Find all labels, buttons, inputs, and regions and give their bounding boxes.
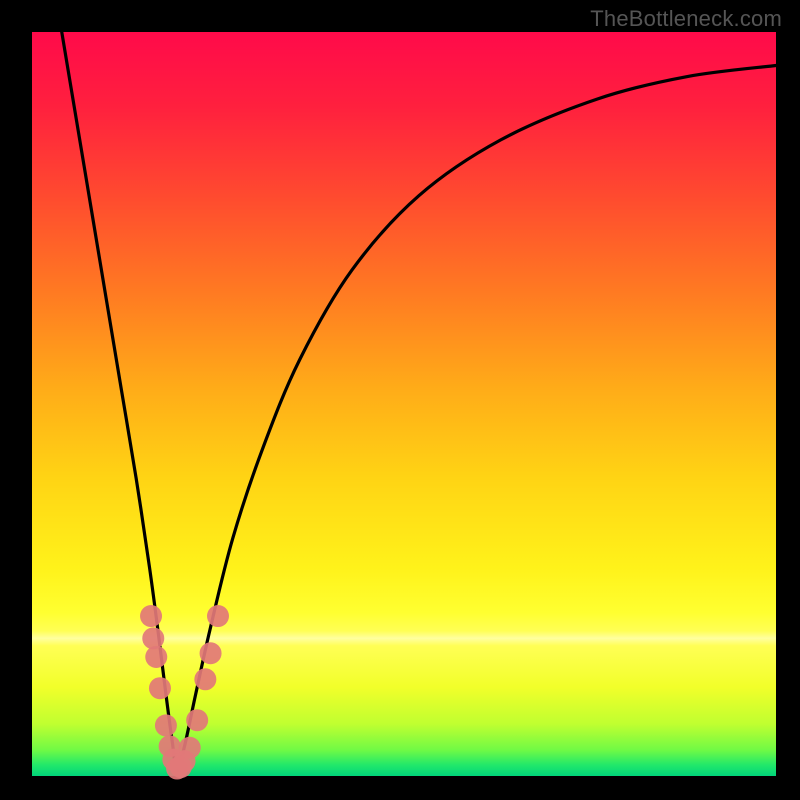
bottleneck-chart <box>0 0 800 800</box>
data-marker <box>155 714 177 736</box>
data-marker <box>140 605 162 627</box>
data-marker <box>207 605 229 627</box>
data-marker <box>145 646 167 668</box>
data-marker <box>142 627 164 649</box>
data-marker <box>200 642 222 664</box>
plot-background <box>32 32 776 776</box>
data-marker <box>179 737 201 759</box>
data-marker <box>186 709 208 731</box>
data-marker <box>194 668 216 690</box>
chart-container: { "meta": { "watermark_text": "TheBottle… <box>0 0 800 800</box>
data-marker <box>149 677 171 699</box>
watermark-text: TheBottleneck.com <box>590 6 782 32</box>
